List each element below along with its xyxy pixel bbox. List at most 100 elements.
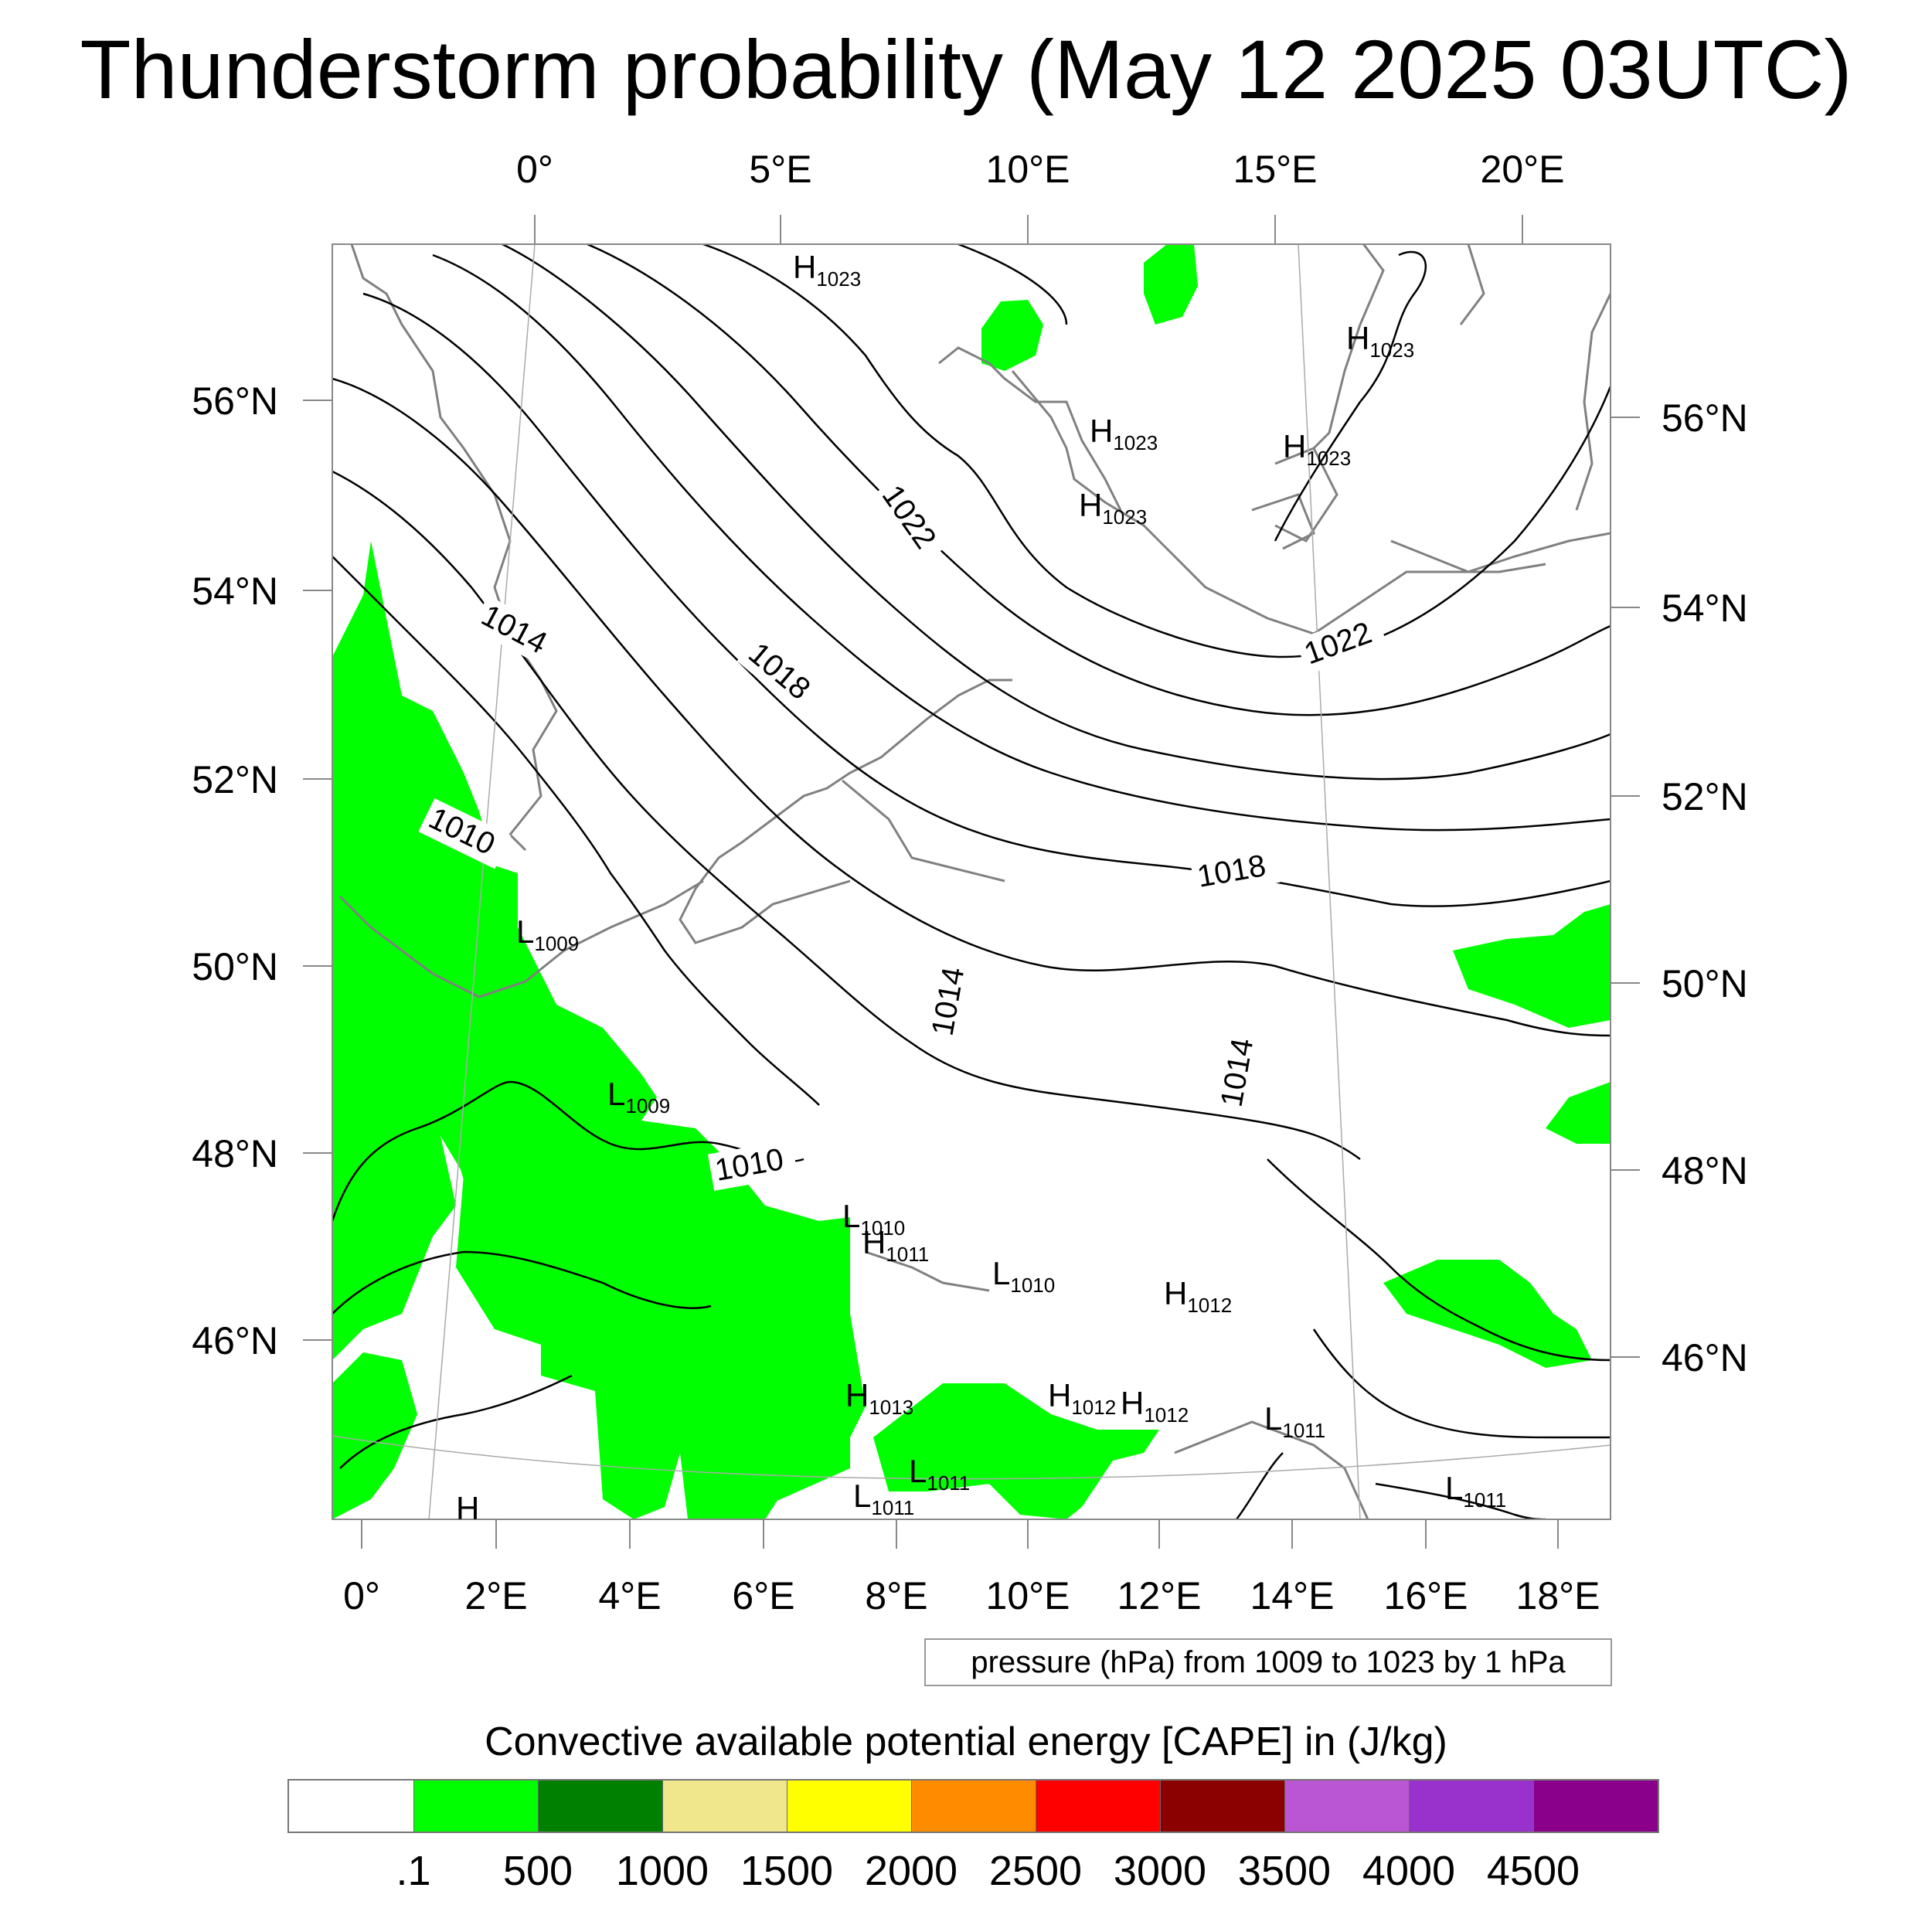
right-lat-label: 52°N [1662,775,1748,818]
left-lat-label: 52°N [192,758,278,801]
right-lat-label: 50°N [1662,962,1748,1005]
colorbar-swatch [413,1781,538,1832]
bottom-lon-label: 4°E [598,1574,661,1617]
top-lon-ticks [534,215,1523,244]
pressure-center: H1011 [862,1224,929,1266]
colorbar-swatch [1036,1781,1160,1832]
cape-region-sweden [1144,244,1198,325]
cape-regions [332,244,1611,1519]
colorbar-swatch [1533,1781,1658,1832]
bottom-lon-label: 12°E [1117,1574,1202,1617]
pressure-center: H [456,1490,479,1526]
pressure-center: H1013 [845,1377,913,1419]
colorbar-swatch [1409,1781,1533,1832]
left-lat-label: 46°N [192,1319,278,1362]
bottom-lon-labels: 0° 2°E 4°E 6°E 8°E 10°E 12°E 14°E 16°E 1… [343,1574,1600,1617]
pressure-center: L1011 [1264,1400,1325,1442]
top-lon-label: 0° [516,148,553,191]
right-lat-label: 54°N [1662,587,1748,630]
left-lat-label: 54°N [192,570,278,613]
pressure-note: pressure (hPa) from 1009 to 1023 by 1 hP… [924,1638,1612,1686]
bottom-lon-label: 0° [343,1574,380,1617]
cape-region-czech-east [1546,1082,1611,1144]
right-lat-ticks [1611,417,1640,1358]
colorbar-tick-label: .1 [396,1848,431,1894]
right-lat-label: 56°N [1662,396,1748,440]
top-lon-label: 15°E [1233,148,1318,191]
cape-region-poland [1453,904,1611,1028]
right-lat-labels: 56°N 54°N 52°N 50°N 48°N 46°N [1662,396,1748,1379]
left-lat-label: 56°N [192,379,278,423]
right-lat-label: 46°N [1662,1336,1748,1379]
top-lon-label: 5°E [749,148,811,191]
isobar-label: 1014 [926,964,971,1038]
colorbar-tick-label: 3500 [1237,1848,1332,1894]
top-lon-labels: 0° 5°E 10°E 15°E 20°E [516,148,1564,191]
pressure-center: H1023 [1346,320,1414,362]
colorbar [287,1779,1659,1833]
chart-title: Thunderstorm probability (May 12 2025 03… [80,22,1852,116]
cape-region-northitaly [873,1383,1159,1519]
pressure-center: L1010 [842,1198,905,1240]
pressure-center: H1023 [1079,487,1147,529]
colorbar-tick-label: 1500 [740,1848,834,1894]
top-lon-label: 10°E [986,148,1070,191]
pressure-center: L1010 [992,1255,1055,1297]
left-lat-labels: 56°N 54°N 52°N 50°N 48°N 46°N [192,379,278,1362]
bottom-lon-label: 14°E [1250,1574,1335,1617]
left-lat-ticks [303,400,332,1341]
graticule [332,244,1611,1519]
colorbar-tick-label: 4000 [1362,1848,1456,1894]
left-lat-label: 48°N [192,1132,278,1175]
bottom-lon-label: 16°E [1384,1574,1468,1617]
isobar-label: 1010 [713,1142,786,1188]
isobars [332,244,1611,1519]
bottom-lon-label: 18°E [1516,1574,1600,1617]
colorbar-swatch [911,1781,1036,1832]
pressure-center: H1012 [1048,1377,1116,1419]
pressure-center: H1012 [1164,1275,1232,1317]
colorbar-swatch [1284,1781,1409,1832]
colorbar-tick-label: 4500 [1486,1848,1580,1894]
bottom-lon-label: 2°E [464,1574,527,1617]
map-frame [332,243,1611,1520]
pressure-center: L1011 [1445,1470,1506,1512]
pressure-center: L1009 [516,913,579,955]
colorbar-swatch [538,1781,662,1832]
bottom-lon-label: 10°E [986,1574,1070,1617]
cape-region-west [332,541,850,1519]
pressure-center: H1023 [1283,428,1351,470]
bottom-lon-ticks [361,1519,1559,1549]
colorbar-swatch [1160,1781,1284,1832]
pressure-center: H1012 [1121,1385,1189,1427]
isobar-label: 1014 [1215,1036,1260,1109]
isobar-label: 1018 [1195,849,1268,894]
colorbar-tick-label: 2000 [864,1848,958,1894]
cape-region-hungary [1383,1260,1592,1368]
bottom-lon-label: 6°E [732,1574,794,1617]
colorbar-swatch [787,1781,911,1832]
pressure-center: L1009 [607,1076,670,1117]
colorbar-swatch [289,1781,413,1832]
cape-region-southwest [332,1352,417,1519]
left-lat-label: 50°N [192,945,278,988]
cape-region-channel [448,1121,603,1329]
colorbar-tick-label: 2500 [988,1848,1083,1894]
pressure-center: H1023 [1090,413,1158,454]
right-lat-label: 48°N [1662,1149,1748,1192]
colorbar-tick-label: 1000 [615,1848,709,1894]
pressure-center: H1023 [793,249,861,291]
colorbar-tick-label: 500 [502,1848,573,1894]
colorbar-title: Convective available potential energy [C… [485,1719,1447,1764]
colorbar-tick-label: 3000 [1113,1848,1207,1894]
cape-region-alps [680,1221,866,1519]
colorbar-swatch [662,1781,787,1832]
bottom-lon-label: 8°E [865,1574,927,1617]
pressure-center: L1011 [909,1453,970,1495]
pressure-centers: H1023 H1023 H1023 H1023 H1023 L1009 L100… [456,249,1506,1526]
coastlines [338,244,1611,1519]
top-lon-label: 20°E [1481,148,1565,191]
pressure-center: L1011 [853,1478,914,1519]
cape-region-skagerrak [981,300,1043,371]
